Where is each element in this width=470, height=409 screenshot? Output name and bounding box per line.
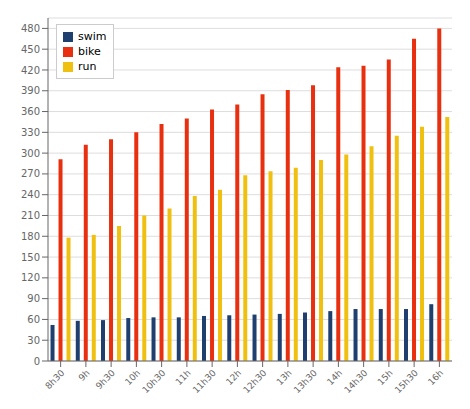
svg-text:15h: 15h bbox=[376, 368, 395, 387]
svg-text:180: 180 bbox=[21, 231, 40, 242]
svg-text:90: 90 bbox=[27, 293, 40, 304]
svg-text:150: 150 bbox=[21, 252, 40, 263]
html-text:swim: swim bbox=[78, 30, 107, 43]
svg-text:12h30: 12h30 bbox=[241, 368, 268, 395]
svg-text:8h30: 8h30 bbox=[43, 368, 66, 391]
svg-text:240: 240 bbox=[21, 189, 40, 200]
svg-text:15h30: 15h30 bbox=[393, 368, 420, 395]
svg-text:120: 120 bbox=[21, 272, 40, 283]
svg-text:330: 330 bbox=[21, 127, 40, 138]
svg-text:0: 0 bbox=[34, 356, 40, 367]
svg-text:10h30: 10h30 bbox=[140, 368, 167, 395]
svg-text:60: 60 bbox=[27, 314, 40, 325]
svg-text:390: 390 bbox=[21, 85, 40, 96]
svg-text:9h30: 9h30 bbox=[94, 368, 117, 391]
svg-text:11h30: 11h30 bbox=[191, 368, 218, 395]
svg-text:16h: 16h bbox=[426, 368, 445, 387]
svg-text:270: 270 bbox=[21, 168, 40, 179]
svg-text:12h: 12h bbox=[224, 368, 243, 387]
svg-text:210: 210 bbox=[21, 210, 40, 221]
svg-text:450: 450 bbox=[21, 44, 40, 55]
svg-text:360: 360 bbox=[21, 106, 40, 117]
html-text:bike: bike bbox=[78, 45, 101, 58]
svg-text:13h: 13h bbox=[275, 368, 294, 387]
html-text:run: run bbox=[78, 60, 97, 73]
svg-text:480: 480 bbox=[21, 23, 40, 34]
svg-text:300: 300 bbox=[21, 148, 40, 159]
svg-text:420: 420 bbox=[21, 65, 40, 76]
svg-text:14h: 14h bbox=[325, 368, 344, 387]
svg-text:14h30: 14h30 bbox=[342, 368, 369, 395]
svg-text:30: 30 bbox=[27, 335, 40, 346]
svg-text:9h: 9h bbox=[77, 368, 92, 383]
svg-text:13h30: 13h30 bbox=[292, 368, 319, 395]
svg-text:11h: 11h bbox=[174, 368, 193, 387]
svg-text:10h: 10h bbox=[123, 368, 142, 387]
